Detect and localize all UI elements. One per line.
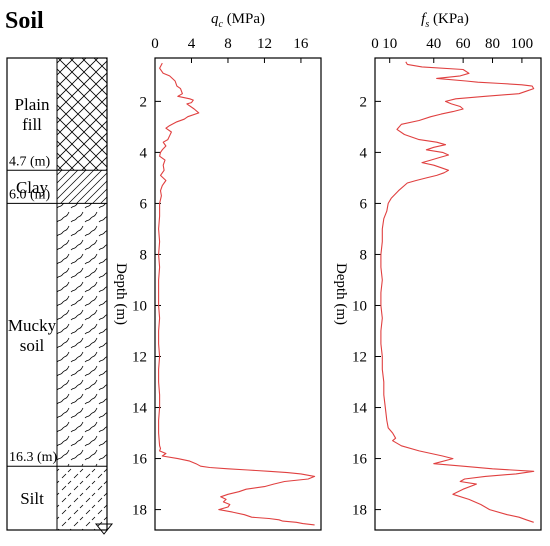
soil-title: Soil (5, 8, 44, 34)
y-tick-label: 10 (132, 298, 147, 314)
chart-qc: qc (MPa) 0 4 8 12 16 2 4 6 8 10 12 14 16 18 Depth (m) (113, 11, 322, 531)
y-tick-label: 14 (132, 401, 148, 417)
svg-text:fs (KPa): fs (KPa) (421, 11, 469, 30)
y-tick-label: 10 (352, 298, 367, 314)
y-tick-label: 6 (140, 196, 148, 212)
soil-layer-pattern (57, 466, 107, 530)
x-tick-label: 80 (485, 36, 500, 52)
soil-layer-label: Clay (16, 178, 49, 197)
soil-layer-label: fill (22, 115, 42, 134)
soil-layer-pattern (57, 170, 107, 204)
y-axis-label: Depth (m) (113, 263, 129, 325)
y-tick-label: 16 (132, 452, 148, 468)
y-tick-label: 16 (352, 452, 368, 468)
y-tick-label: 14 (352, 401, 368, 417)
chart-fs: fs (KPa) 0 10 40 60 80 10024681012141618Depth… (333, 11, 542, 531)
soil-layer-label: Mucky (8, 316, 57, 335)
x-tick-label: 16 (293, 36, 309, 52)
x-tick-label: 100 (511, 36, 534, 52)
soil-boundary-depth-label: 16.3 (m) (9, 450, 58, 465)
x-tick-label: 8 (224, 36, 232, 52)
soil-layer-pattern (57, 203, 107, 467)
x-tick-label: 0 (371, 36, 379, 52)
x-tick-label: 12 (257, 36, 272, 52)
y-tick-label: 12 (352, 350, 367, 366)
soil-boundary-depth-label: 6.0 (m) (9, 187, 51, 202)
y-tick-label: 4 (360, 145, 368, 161)
chart-qc-title: qc (MPa) (211, 11, 265, 30)
chart-fs-title: fs (KPa) (421, 11, 469, 30)
y-axis-label: Depth (m) (333, 263, 349, 325)
y-tick-label: 12 (132, 350, 147, 366)
y-tick-label: 6 (360, 196, 368, 212)
y-tick-label: 8 (360, 247, 368, 263)
y-tick-label: 18 (132, 503, 147, 519)
x-tick-label: 0 (151, 36, 159, 52)
x-tick-label: 40 (426, 36, 441, 52)
svg-text:qc (MPa): qc (MPa) (211, 11, 265, 30)
water-table-icon (94, 523, 114, 535)
series-line (380, 61, 535, 523)
x-tick-label: 10 (382, 36, 397, 52)
soil-layer-label: Plain (15, 95, 50, 114)
plot-frame (374, 57, 542, 531)
soil-layer-label: soil (20, 336, 45, 355)
y-tick-label: 2 (140, 94, 148, 110)
series-line (158, 62, 316, 526)
x-tick-label: 4 (188, 36, 196, 52)
soil-layer-label: Silt (20, 489, 44, 508)
y-tick-label: 8 (140, 247, 148, 263)
soil-layer-pattern (57, 58, 107, 171)
plot-frame (154, 57, 322, 531)
x-tick-label: 60 (456, 36, 471, 52)
y-tick-label: 2 (360, 94, 368, 110)
y-tick-label: 4 (140, 145, 148, 161)
soil-boundary-depth-label: 4.7 (m) (9, 154, 51, 169)
y-tick-label: 18 (352, 503, 367, 519)
